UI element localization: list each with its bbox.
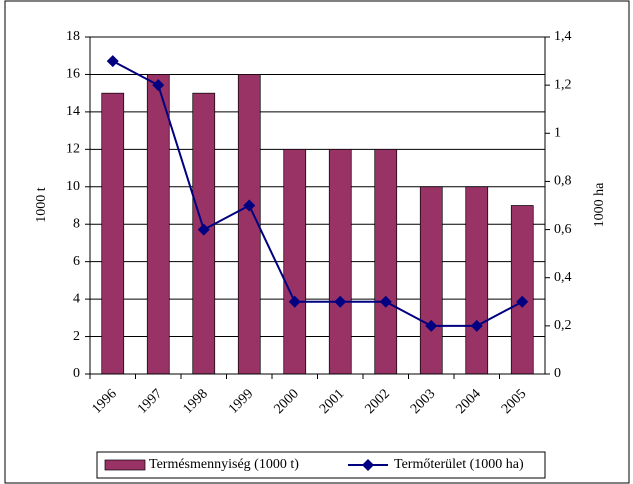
y2-tick-label: 1	[554, 126, 561, 141]
y2-tick-label: 1,2	[554, 77, 572, 92]
y-tick-label: 6	[73, 254, 80, 269]
legend-marker	[362, 459, 374, 471]
legend-label: Termőterület (1000 ha)	[394, 457, 524, 472]
legend-label: Termésmennyiség (1000 t)	[149, 457, 299, 472]
y-tick-label: 12	[66, 142, 80, 157]
legend-swatch	[104, 459, 146, 471]
bar	[510, 205, 534, 375]
line	[112, 60, 523, 327]
y-tick-label: 14	[66, 104, 80, 119]
marker	[334, 295, 347, 308]
bar	[283, 148, 307, 375]
marker	[288, 295, 301, 308]
y-axis-label: 1000 t	[34, 187, 49, 223]
y2-tick-label: 0	[554, 366, 561, 381]
y-tick-label: 4	[73, 291, 80, 306]
bar	[146, 74, 170, 375]
y-tick-label: 10	[66, 179, 80, 194]
marker	[106, 55, 119, 68]
bar	[465, 186, 489, 375]
marker	[197, 223, 210, 236]
legend-box	[96, 451, 546, 479]
bar	[328, 148, 352, 375]
bar	[237, 74, 261, 375]
marker	[516, 295, 529, 308]
marker	[470, 319, 483, 332]
y2-axis-label: 1000 ha	[592, 182, 607, 228]
marker	[243, 199, 256, 212]
y2-tick-label: 1,4	[554, 29, 572, 44]
y-tick-label: 2	[73, 329, 80, 344]
bar	[374, 148, 398, 375]
y-tick-label: 16	[66, 67, 80, 82]
bar	[419, 186, 443, 375]
marker	[425, 319, 438, 332]
bar	[101, 92, 125, 375]
y2-tick-label: 0,2	[554, 318, 572, 333]
marker	[379, 295, 392, 308]
y2-tick-label: 0,4	[554, 270, 572, 285]
y-tick-label: 18	[66, 29, 80, 44]
y-tick-label: 8	[73, 216, 80, 231]
y-tick-label: 0	[73, 366, 80, 381]
marker	[152, 79, 165, 92]
y2-tick-label: 0,6	[554, 222, 572, 237]
y2-tick-label: 0,8	[554, 174, 572, 189]
